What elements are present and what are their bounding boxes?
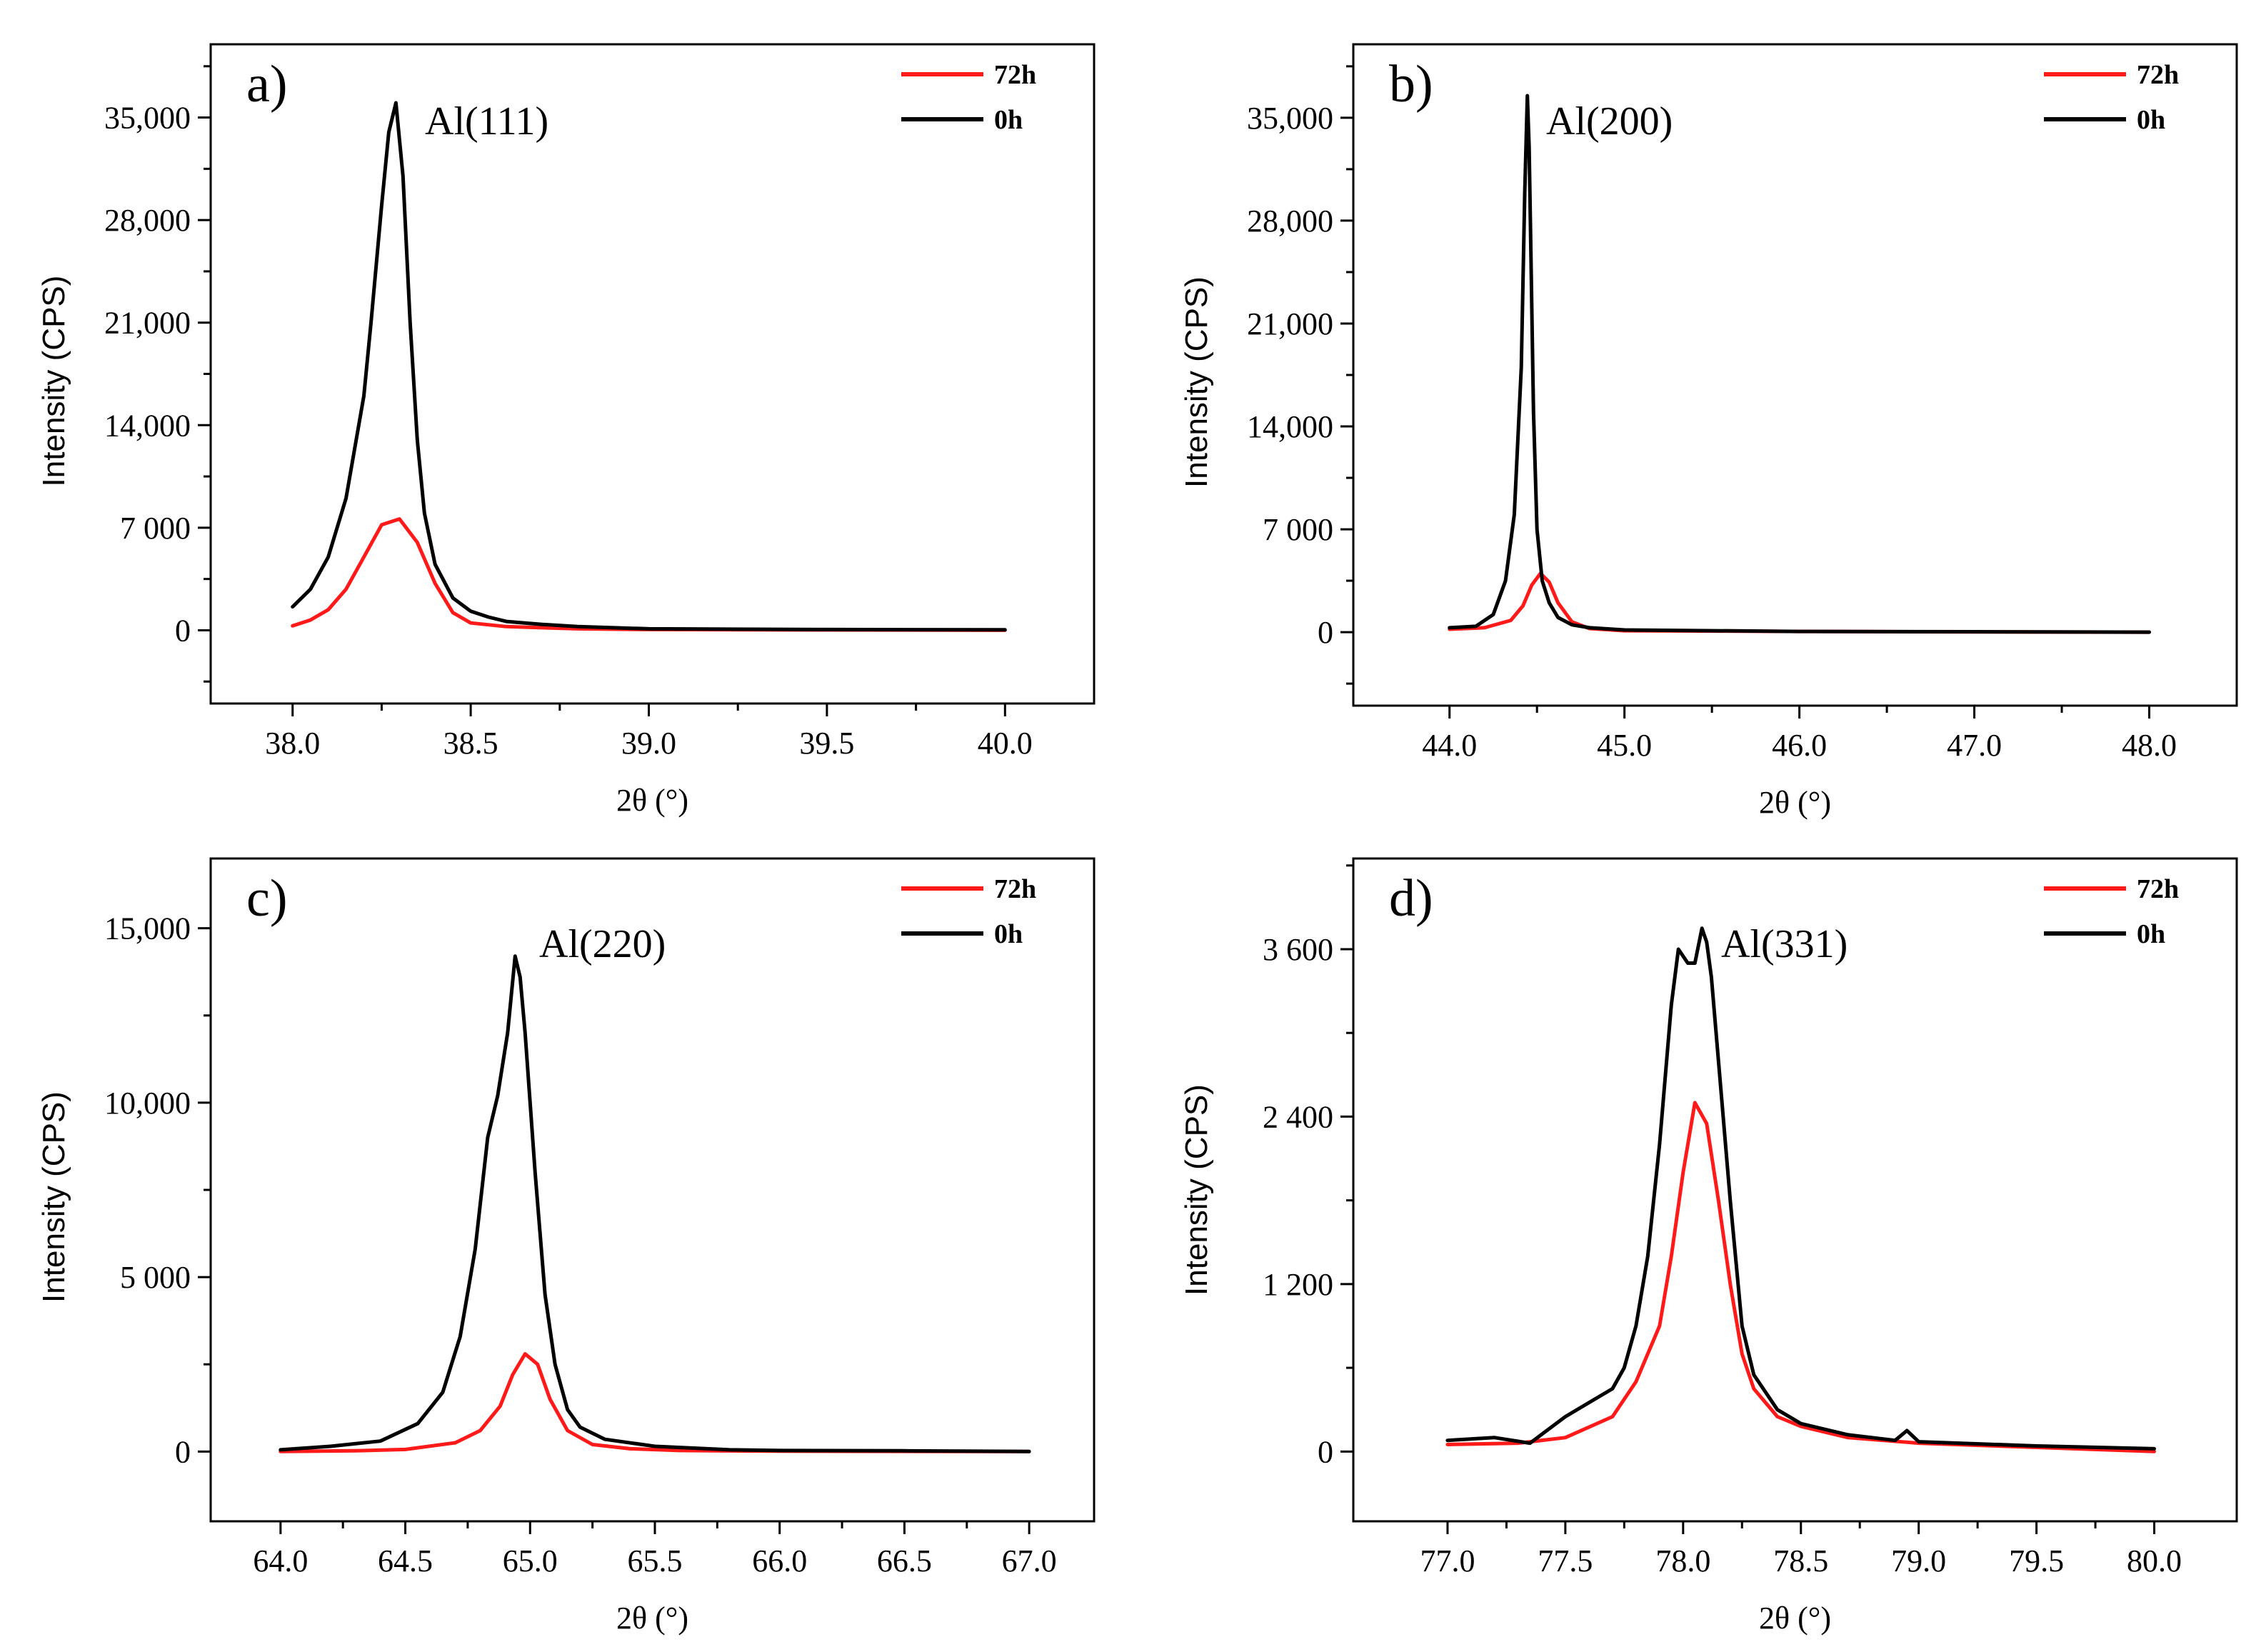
legend-label-72h: 72h	[2137, 60, 2179, 90]
x-tick-label: 39.5	[799, 726, 854, 761]
x-tick-label: 64.0	[253, 1543, 308, 1578]
x-tick-label: 66.0	[752, 1543, 807, 1578]
x-tick-label: 79.5	[2009, 1543, 2064, 1578]
y-axis-label: Intensity (CPS)	[1179, 1084, 1214, 1296]
panel-letter: c)	[246, 869, 288, 928]
x-tick-label: 48.0	[2122, 728, 2177, 763]
y-tick-label: 35,000	[1247, 101, 1333, 136]
legend-label-0h: 0h	[994, 105, 1023, 135]
x-tick-label: 47.0	[1947, 728, 2002, 763]
chart-panel-4: 77.0 77.5 78.0 78.5 79.0 79.5 80.0 0 1 200 2 400 3…	[1179, 857, 2238, 1636]
x-axis-label: 2θ (°)	[616, 1601, 688, 1636]
y-tick-label: 28,000	[104, 203, 191, 238]
x-tick-label: 78.0	[1655, 1543, 1710, 1578]
x-tick-label: 65.0	[503, 1543, 558, 1578]
peak-label: Al(200)	[1546, 99, 1673, 144]
legend-label-72h: 72h	[994, 60, 1036, 90]
x-tick-label: 39.0	[621, 726, 676, 761]
series-line-0h	[291, 101, 1007, 632]
y-tick-label: 3 600	[1263, 932, 1333, 967]
y-tick-label: 14,000	[1247, 409, 1333, 444]
series-line-0h	[1445, 926, 2156, 1451]
panel-letter: b)	[1389, 55, 1433, 114]
panel-letter: a)	[246, 55, 288, 114]
series-line-0h	[1448, 94, 2151, 634]
legend-label-0h: 0h	[994, 919, 1023, 949]
chart-panel-1: 38.0 38.5 39.0 39.5 40.0 0 7 000 14,000 21,000 28…	[36, 43, 1096, 818]
x-tick-label: 38.5	[443, 726, 498, 761]
y-tick-label: 21,000	[1247, 306, 1333, 341]
legend-label-72h: 72h	[2137, 874, 2179, 904]
x-tick-label: 46.0	[1772, 728, 1827, 763]
legend-label-0h: 0h	[2137, 919, 2165, 949]
y-tick-label: 10,000	[104, 1086, 191, 1121]
y-tick-label: 7 000	[1263, 512, 1333, 547]
x-tick-label: 67.0	[1002, 1543, 1057, 1578]
x-tick-label: 79.0	[1891, 1543, 1946, 1578]
x-tick-label: 40.0	[978, 726, 1033, 761]
peak-label: Al(111)	[425, 99, 548, 144]
x-tick-label: 77.0	[1420, 1543, 1475, 1578]
y-tick-label: 35,000	[104, 101, 191, 136]
x-tick-label: 65.5	[627, 1543, 682, 1578]
x-tick-label: 44.0	[1422, 728, 1477, 763]
y-tick-label: 0	[1318, 615, 1333, 650]
x-axis-label: 2θ (°)	[1759, 785, 1831, 820]
x-axis-label: 2θ (°)	[616, 783, 688, 818]
y-tick-label: 0	[175, 1434, 191, 1469]
x-tick-label: 66.5	[877, 1543, 932, 1578]
y-tick-label: 2 400	[1263, 1099, 1333, 1134]
y-tick-label: 28,000	[1247, 204, 1333, 239]
x-tick-label: 77.5	[1538, 1543, 1593, 1578]
chart-panel-2: 44.0 45.0 46.0 47.0 48.0 0 7 000 14,000 21,000 28…	[1179, 43, 2238, 820]
y-axis-label: Intensity (CPS)	[1179, 276, 1214, 488]
x-axis-label: 2θ (°)	[1759, 1601, 1831, 1636]
peak-label: Al(331)	[1721, 922, 1848, 966]
peak-label: Al(220)	[539, 922, 666, 966]
y-tick-label: 0	[175, 613, 191, 648]
y-axis-label: Intensity (CPS)	[36, 276, 71, 487]
legend-label-0h: 0h	[2137, 105, 2165, 135]
series-line-0h	[279, 954, 1031, 1453]
x-tick-label: 64.5	[378, 1543, 433, 1578]
x-tick-label: 78.5	[1773, 1543, 1828, 1578]
panel-letter: d)	[1389, 869, 1433, 928]
y-tick-label: 21,000	[104, 306, 191, 341]
y-tick-label: 15,000	[104, 911, 191, 946]
y-tick-label: 7 000	[120, 511, 191, 546]
legend-label-72h: 72h	[994, 874, 1036, 904]
y-tick-label: 1 200	[1263, 1267, 1333, 1302]
y-tick-label: 0	[1318, 1434, 1333, 1469]
series-line-72h	[1445, 1101, 2156, 1453]
y-tick-label: 5 000	[120, 1260, 191, 1295]
x-tick-label: 80.0	[2127, 1543, 2182, 1578]
x-tick-label: 45.0	[1597, 728, 1652, 763]
plot-frame	[1352, 857, 2238, 1523]
x-tick-label: 38.0	[265, 726, 320, 761]
y-tick-label: 14,000	[104, 408, 191, 443]
chart-panel-3: 64.0 64.5 65.0 65.5 66.0 66.5 67.0 0 5 000 10,000…	[36, 857, 1096, 1636]
y-axis-label: Intensity (CPS)	[36, 1091, 71, 1303]
